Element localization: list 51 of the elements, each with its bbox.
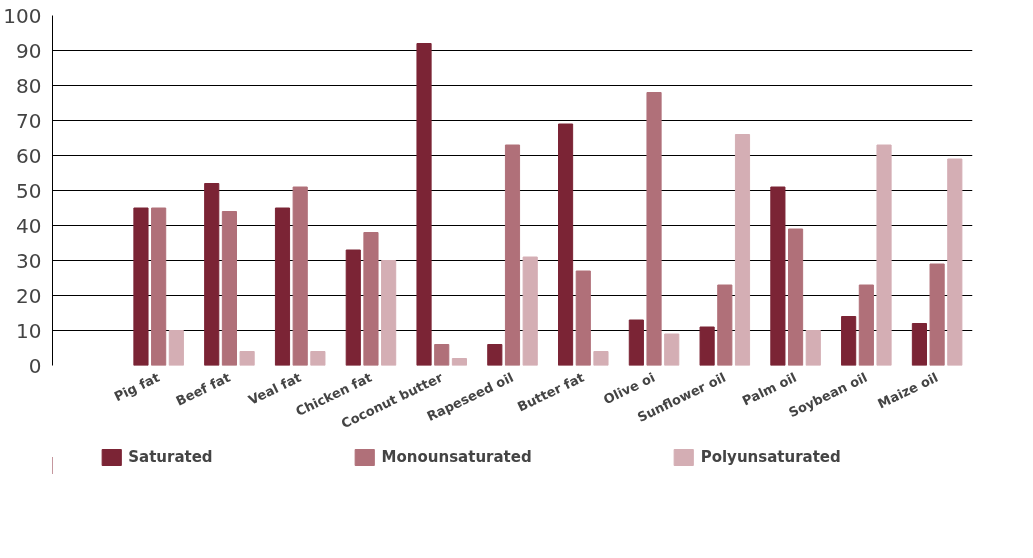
legend-label: Polyunsaturated <box>700 448 841 466</box>
bar <box>504 144 521 366</box>
bar <box>416 43 432 366</box>
bar <box>434 344 450 366</box>
y-tick-label: 40 <box>16 213 42 238</box>
bar <box>239 351 255 366</box>
bar <box>575 270 591 366</box>
y-tick-label: 10 <box>16 318 42 343</box>
bar <box>292 186 308 366</box>
bar <box>451 358 467 366</box>
bar <box>381 260 397 366</box>
y-tick-label: 0 <box>28 353 42 378</box>
bar <box>805 330 821 366</box>
bar <box>221 211 237 366</box>
bar <box>151 207 167 366</box>
y-tick-label: 80 <box>16 73 42 98</box>
legend-label: Saturated <box>128 448 213 466</box>
legend-label: Monounsaturated <box>381 448 532 466</box>
y-tick-label: 20 <box>16 283 42 308</box>
bar <box>487 344 503 366</box>
bar <box>274 207 291 366</box>
bar <box>628 319 644 366</box>
y-tick-label: 70 <box>16 108 42 133</box>
bar <box>788 228 804 366</box>
bar <box>929 263 945 366</box>
bar <box>770 186 786 366</box>
bar <box>699 326 715 366</box>
bar <box>876 144 892 366</box>
bar <box>734 134 751 366</box>
y-tick-label: 50 <box>16 178 42 203</box>
bar <box>664 333 680 366</box>
bar <box>310 351 326 366</box>
bar <box>646 92 662 366</box>
bar <box>911 323 927 366</box>
bar <box>204 183 220 366</box>
bar <box>133 207 149 366</box>
bar <box>858 284 874 366</box>
bar <box>168 330 184 366</box>
bar <box>593 351 609 366</box>
bar <box>558 123 574 366</box>
y-tick-label: 30 <box>16 248 42 273</box>
bar <box>717 284 733 366</box>
bar <box>345 249 361 366</box>
y-tick-label: 90 <box>16 38 42 63</box>
y-tick-label: 60 <box>16 143 42 168</box>
bar <box>841 316 857 366</box>
bar <box>363 232 379 366</box>
x-tick-label: Pig fat <box>111 369 162 405</box>
bar <box>522 256 538 366</box>
bar <box>947 158 963 366</box>
y-tick-label: 100 <box>3 3 42 28</box>
